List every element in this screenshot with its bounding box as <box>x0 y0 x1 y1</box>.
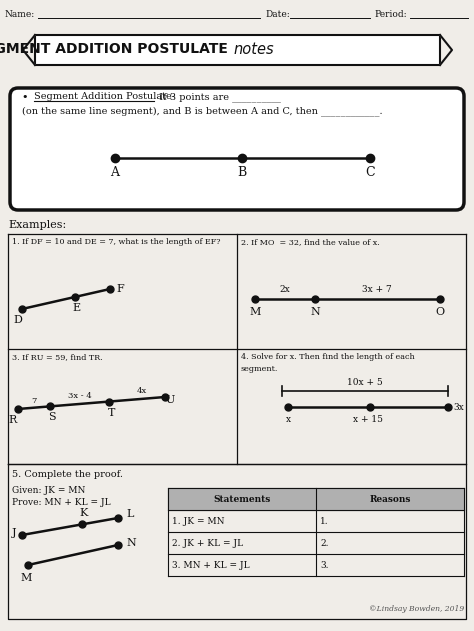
Text: C: C <box>365 166 375 179</box>
Text: Reasons: Reasons <box>369 495 410 504</box>
Text: SEGMENT ADDITION POSTULATE: SEGMENT ADDITION POSTULATE <box>0 42 233 56</box>
Text: 3x + 7: 3x + 7 <box>362 285 392 294</box>
Text: Statements: Statements <box>213 495 271 504</box>
Text: J: J <box>12 528 16 538</box>
Text: notes: notes <box>234 42 274 57</box>
Text: M: M <box>20 573 32 583</box>
Text: L: L <box>126 509 133 519</box>
Text: ©Lindsay Bowden, 2019: ©Lindsay Bowden, 2019 <box>369 605 464 613</box>
Text: 2. If MO  = 32, find the value of x.: 2. If MO = 32, find the value of x. <box>241 238 380 246</box>
Text: •: • <box>22 92 36 102</box>
Text: 10x + 5: 10x + 5 <box>347 378 383 387</box>
FancyBboxPatch shape <box>35 35 440 65</box>
Text: Name:: Name: <box>5 10 35 19</box>
Text: 3x: 3x <box>453 403 464 411</box>
Text: 3. If RU = 59, find TR.: 3. If RU = 59, find TR. <box>12 353 103 361</box>
Text: x + 15: x + 15 <box>353 415 383 424</box>
Text: U: U <box>165 395 174 405</box>
Text: 5. Complete the proof.: 5. Complete the proof. <box>12 470 123 479</box>
Text: O: O <box>436 307 445 317</box>
Text: If 3 points are __________: If 3 points are __________ <box>156 92 281 102</box>
Text: S: S <box>48 413 56 422</box>
Text: 1. JK = MN: 1. JK = MN <box>172 517 225 526</box>
Text: D: D <box>14 315 22 325</box>
Text: 3x - 4: 3x - 4 <box>68 392 91 400</box>
Text: 4x: 4x <box>137 387 147 395</box>
Text: R: R <box>9 415 17 425</box>
Text: Date:: Date: <box>265 10 290 19</box>
Polygon shape <box>168 488 464 510</box>
Text: (on the same line segment), and B is between A and C, then ____________.: (on the same line segment), and B is bet… <box>22 106 383 116</box>
Text: 2.: 2. <box>320 538 328 548</box>
Text: M: M <box>249 307 261 317</box>
Text: 7: 7 <box>31 397 37 405</box>
Text: Prove: MN + KL = JL: Prove: MN + KL = JL <box>12 498 110 507</box>
Text: Examples:: Examples: <box>8 220 66 230</box>
FancyBboxPatch shape <box>10 88 464 210</box>
Text: K: K <box>79 509 88 519</box>
Text: A: A <box>110 166 119 179</box>
Text: T: T <box>108 408 115 418</box>
Text: N: N <box>310 307 320 317</box>
Text: segment.: segment. <box>241 365 278 373</box>
Text: E: E <box>73 303 81 313</box>
Text: Period:: Period: <box>374 10 407 19</box>
Text: 2. JK + KL = JL: 2. JK + KL = JL <box>172 538 243 548</box>
Text: N: N <box>126 538 136 548</box>
Text: x: x <box>285 415 291 424</box>
Text: 1. If DF = 10 and DE = 7, what is the length of EF?: 1. If DF = 10 and DE = 7, what is the le… <box>12 238 220 246</box>
Text: 3.: 3. <box>320 560 328 570</box>
Polygon shape <box>440 35 452 65</box>
Text: B: B <box>237 166 246 179</box>
Text: 2x: 2x <box>280 285 291 294</box>
Polygon shape <box>23 35 35 65</box>
Text: 1.: 1. <box>320 517 328 526</box>
Text: Given: JK = MN: Given: JK = MN <box>12 486 85 495</box>
Text: 3. MN + KL = JL: 3. MN + KL = JL <box>172 560 250 570</box>
Text: Segment Addition Postulate-: Segment Addition Postulate- <box>34 92 175 101</box>
Text: 4. Solve for x. Then find the length of each: 4. Solve for x. Then find the length of … <box>241 353 415 361</box>
Text: F: F <box>116 284 124 294</box>
